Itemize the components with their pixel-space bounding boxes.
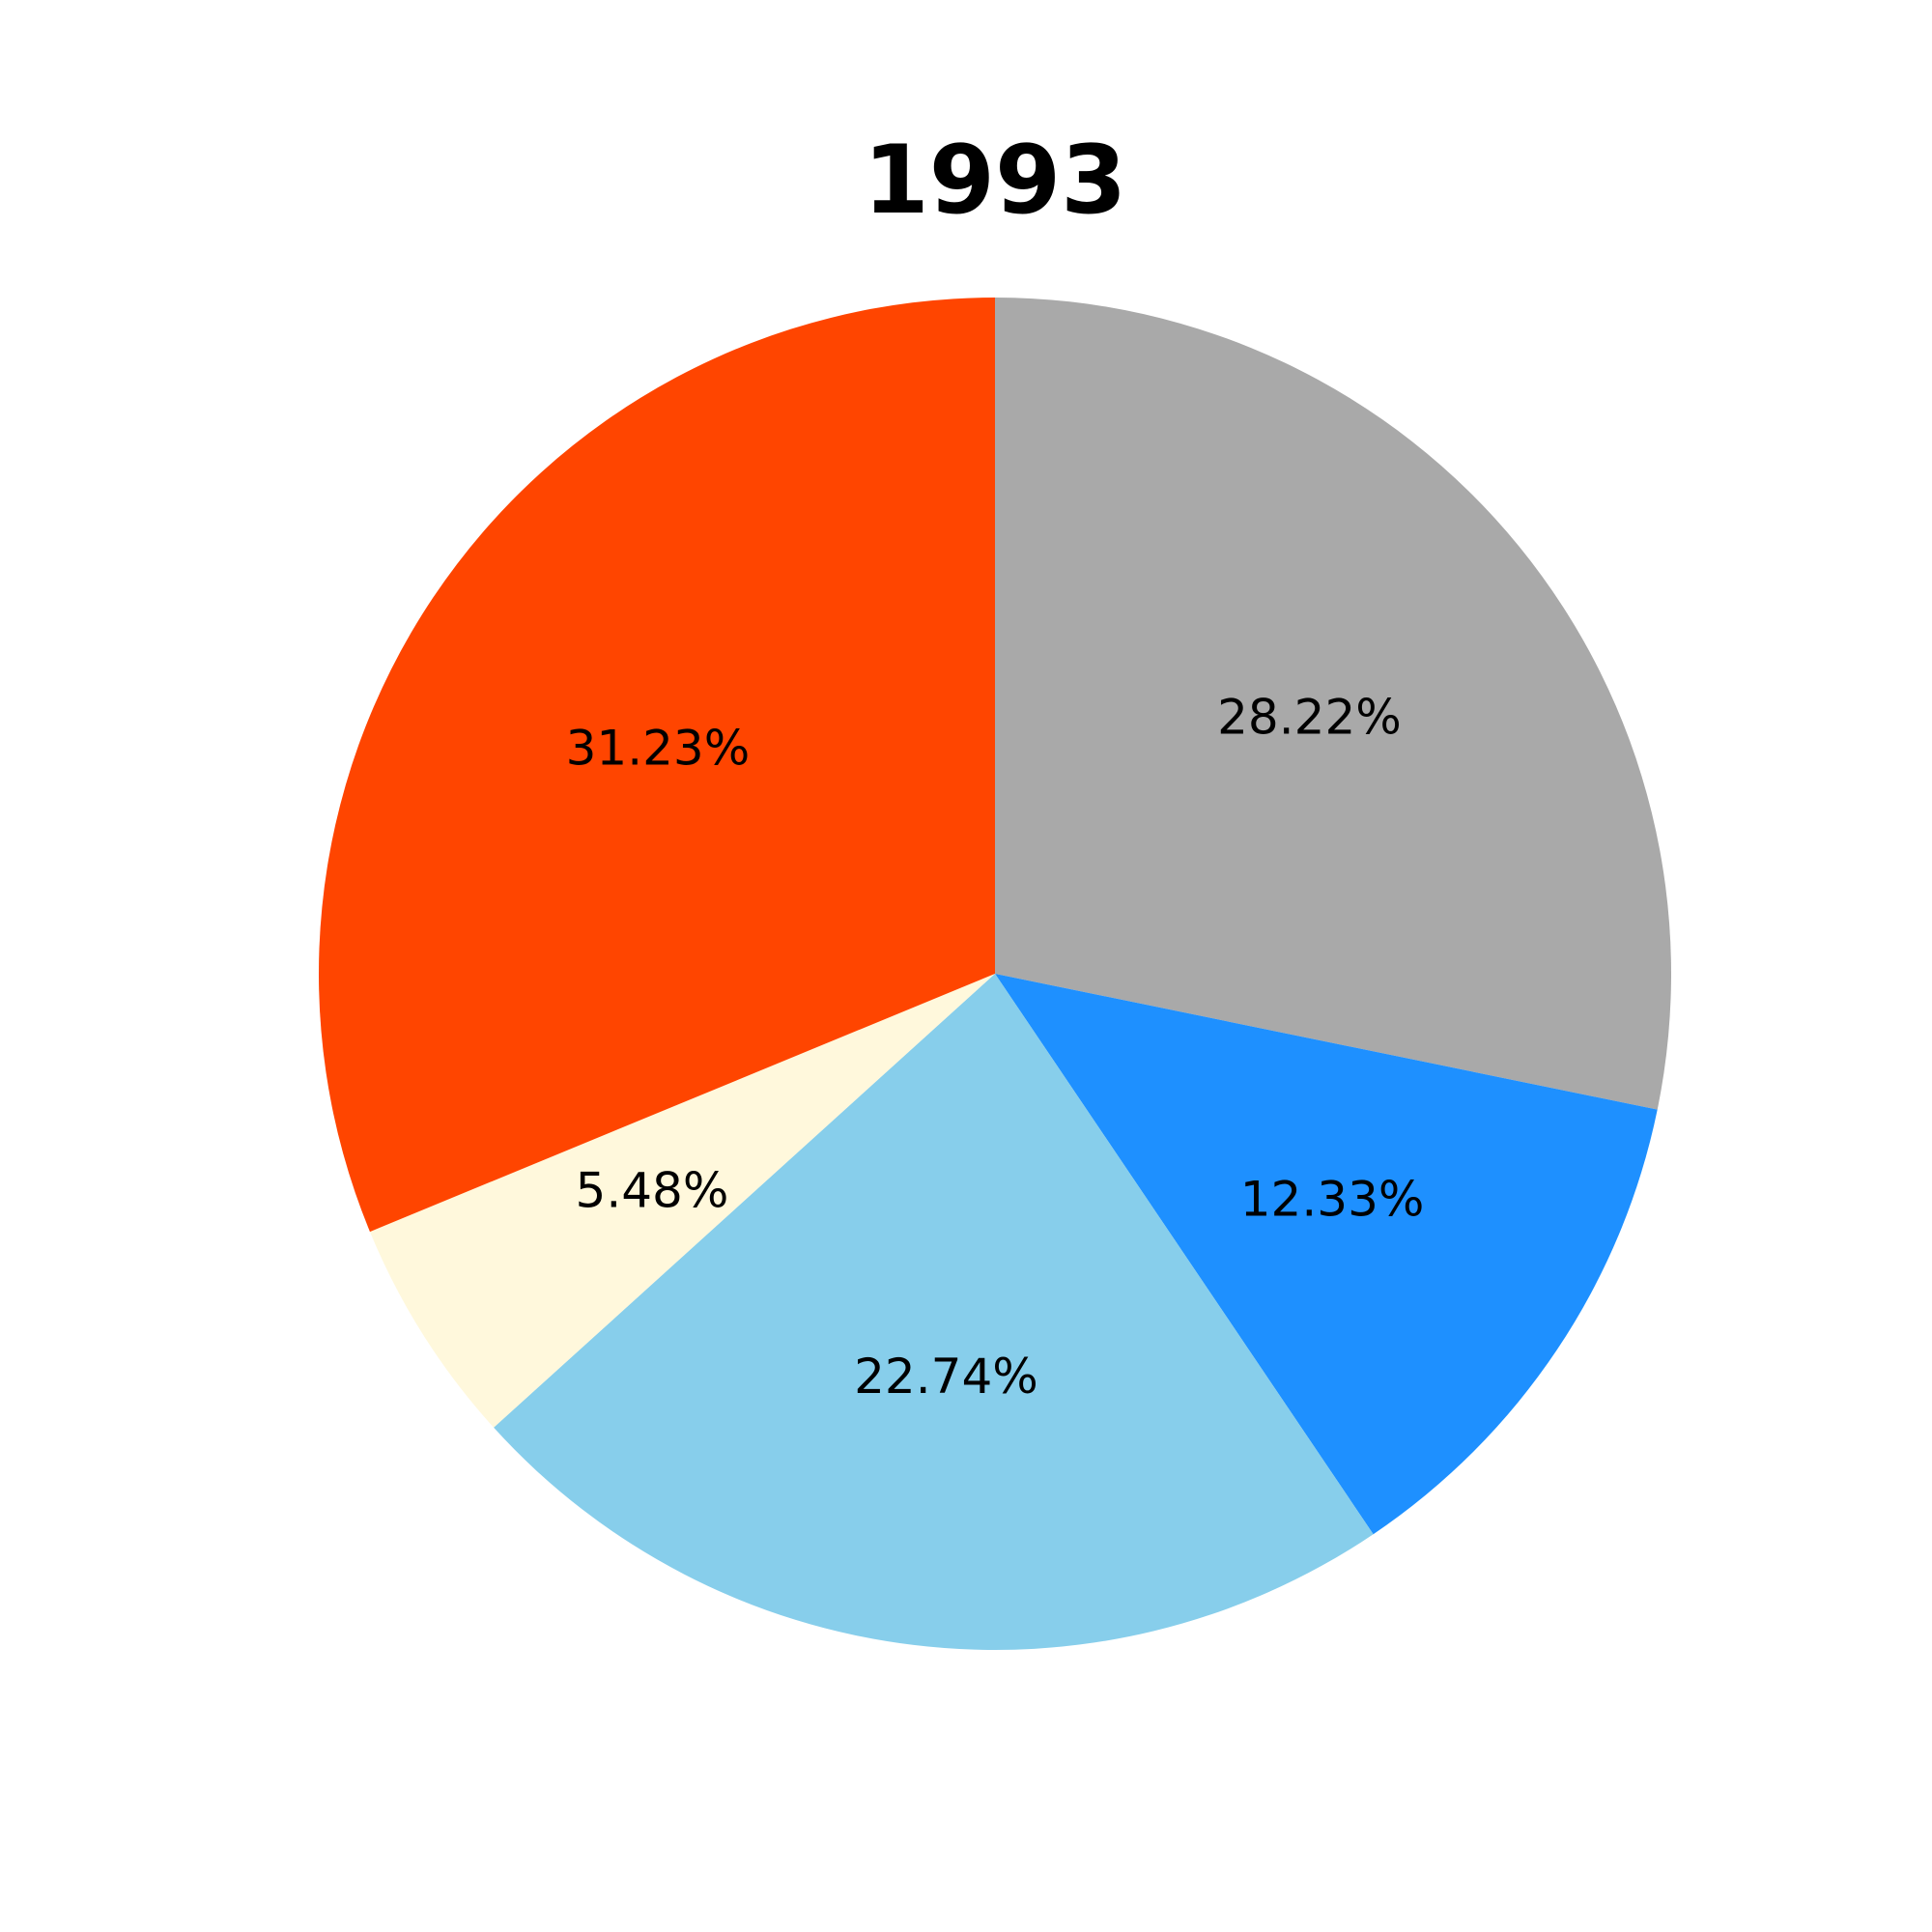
pie-slice-1 bbox=[995, 974, 1658, 1535]
pie-slice-4 bbox=[319, 298, 995, 1233]
slice-label-2: 22.74% bbox=[854, 1349, 1038, 1405]
pie-slice-2 bbox=[494, 974, 1374, 1650]
slice-label-1: 12.33% bbox=[1240, 1172, 1425, 1228]
slice-label-3: 5.48% bbox=[576, 1162, 729, 1218]
pie-slice-0 bbox=[995, 298, 1672, 1110]
pie-slices bbox=[319, 298, 1672, 1650]
pie-slice-3 bbox=[369, 974, 995, 1428]
slice-label-0: 28.22% bbox=[1217, 690, 1402, 746]
slice-label-4: 31.23% bbox=[566, 720, 751, 776]
chart-title: 1993 bbox=[864, 126, 1127, 236]
pie-slice-labels: 28.22% 12.33% 22.74% 5.48% 31.23% bbox=[566, 690, 1425, 1405]
